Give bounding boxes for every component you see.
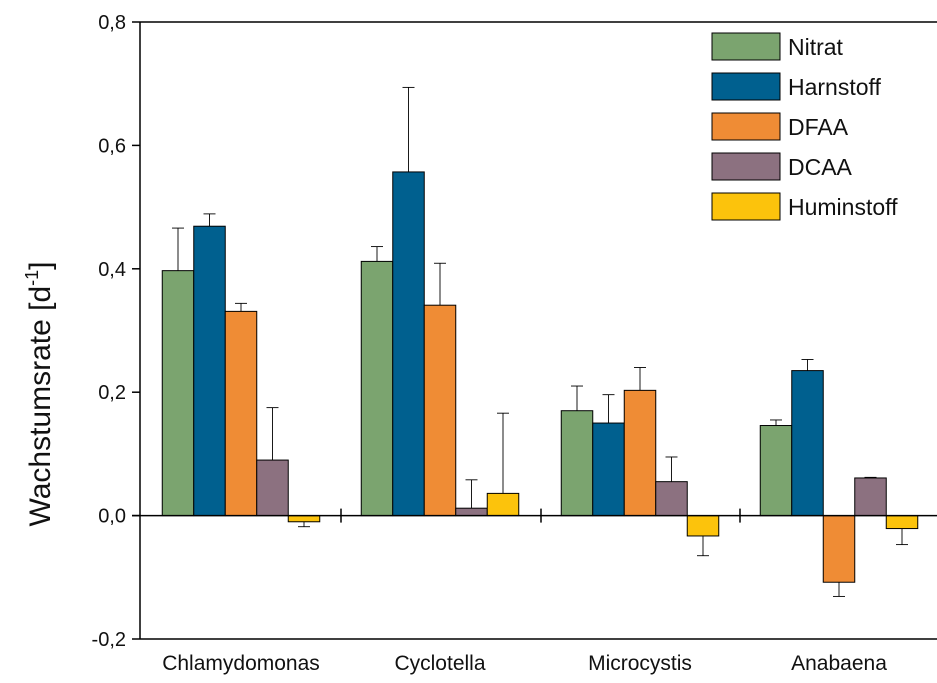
y-axis-label: Wachstumsrate [d-1]	[22, 262, 57, 527]
x-category-label: Anabaena	[791, 652, 887, 675]
bar	[256, 459, 289, 517]
bar	[161, 270, 195, 517]
y-tick-label: 0,4	[98, 259, 126, 281]
bar	[360, 260, 394, 517]
y-axis-label-close: ]	[24, 262, 57, 270]
y-ticks: -0,2 0,0 0,2 0,4 0,6 0,8	[92, 12, 140, 651]
axes	[139, 21, 937, 640]
bars	[161, 171, 919, 583]
legend-swatch	[711, 192, 781, 221]
legend-swatch	[711, 72, 781, 101]
legend-label: DCAA	[788, 154, 853, 180]
bar	[193, 225, 226, 517]
bar	[392, 171, 425, 517]
x-category-label: Chlamydomonas	[162, 652, 320, 675]
bar	[822, 515, 856, 583]
y-tick-label: 0,2	[98, 382, 126, 404]
legend-swatch	[711, 152, 781, 181]
y-axis-label-superscript: -1	[22, 270, 42, 286]
legend-swatch	[711, 112, 781, 141]
error-bars	[172, 86, 908, 597]
y-tick-label: 0,6	[98, 135, 126, 157]
bar	[686, 515, 720, 537]
legend-swatch	[711, 32, 781, 61]
bar	[655, 481, 688, 517]
y-axis-label-main: Wachstumsrate [d	[24, 286, 57, 527]
y-tick-label: -0,2	[92, 629, 126, 651]
bar	[423, 304, 457, 517]
bar	[854, 477, 887, 517]
y-tick-label: 0,0	[98, 506, 126, 528]
bar	[623, 389, 657, 517]
x-category-label: Cyclotella	[394, 652, 485, 675]
bar	[592, 422, 625, 517]
bar	[885, 515, 919, 530]
bar	[287, 515, 321, 523]
legend: Nitrat Harnstoff DFAA DCAA Huminstoff	[711, 32, 898, 221]
y-tick-label: 0,8	[98, 12, 126, 34]
legend-label: DFAA	[788, 114, 849, 140]
legend-label: Nitrat	[788, 34, 844, 60]
legend-label: Harnstoff	[788, 74, 882, 100]
x-category-label: Microcystis	[588, 652, 692, 675]
bar	[791, 370, 824, 517]
legend-label: Huminstoff	[788, 194, 898, 220]
bar	[759, 425, 793, 517]
bar	[455, 507, 488, 517]
category-labels: Chlamydomonas Cyclotella Microcystis Anabae…	[162, 652, 887, 675]
bar	[560, 410, 594, 517]
bar	[486, 492, 520, 517]
bar	[224, 310, 258, 517]
